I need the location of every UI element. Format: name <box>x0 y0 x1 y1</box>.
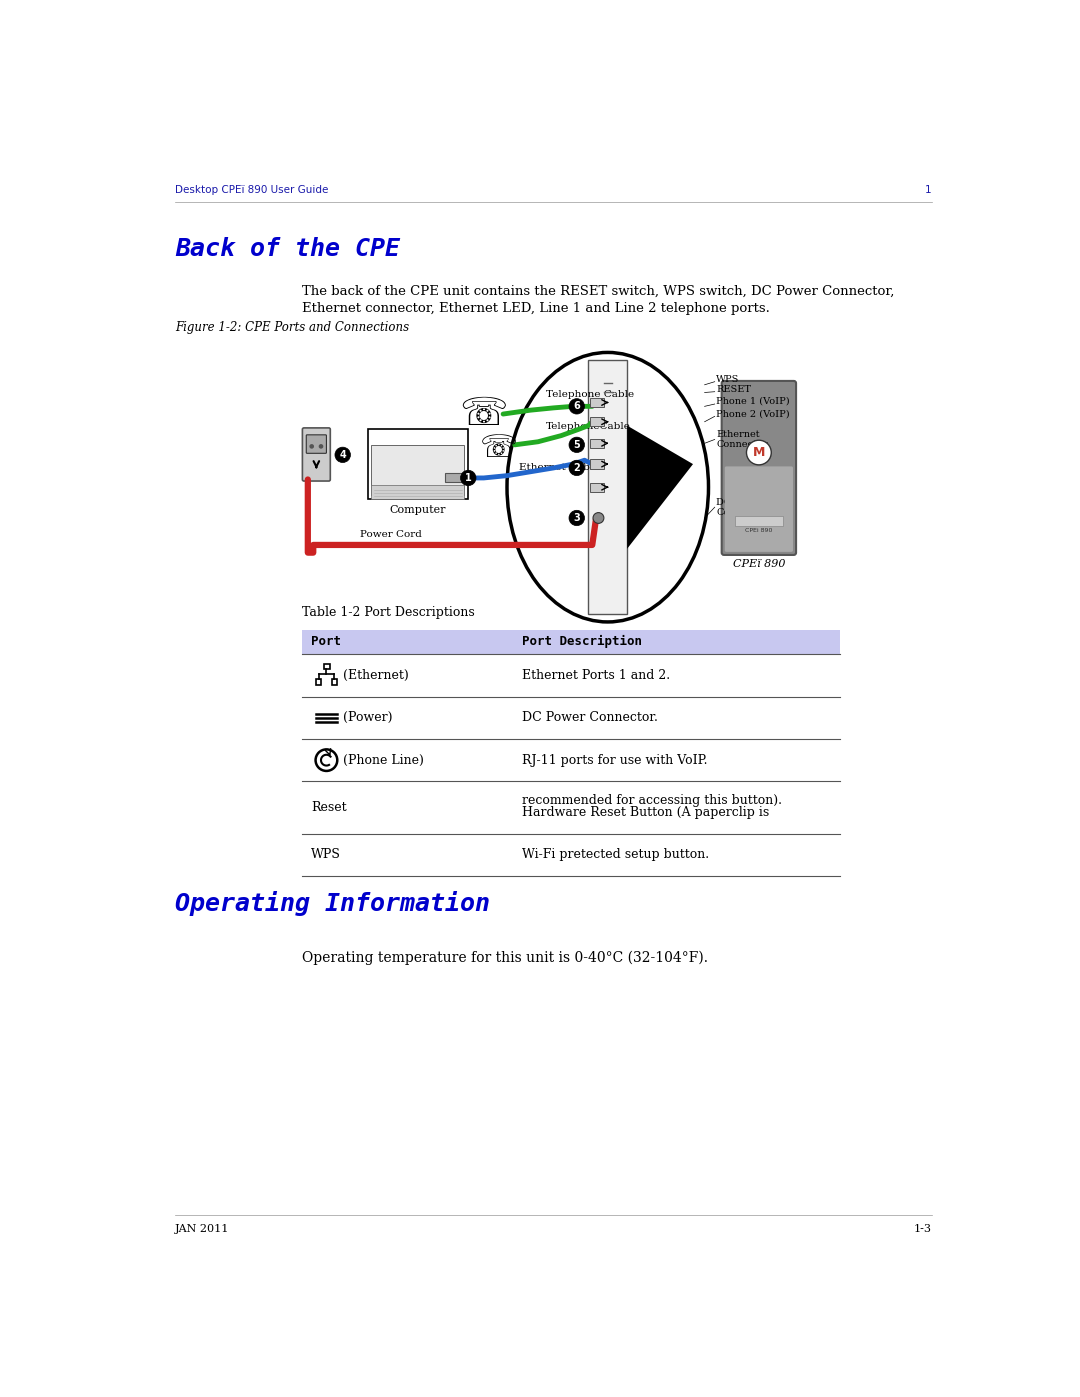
Text: RESET: RESET <box>716 384 752 394</box>
Text: RJ-11 ports for use with VoIP.: RJ-11 ports for use with VoIP. <box>523 753 708 767</box>
FancyBboxPatch shape <box>590 439 604 448</box>
Text: JAN 2011: JAN 2011 <box>175 1224 230 1234</box>
FancyBboxPatch shape <box>302 427 330 481</box>
Text: 1-3: 1-3 <box>914 1224 932 1234</box>
FancyBboxPatch shape <box>372 485 464 499</box>
Text: Operating temperature for this unit is 0-40°C (32-104°F).: Operating temperature for this unit is 0… <box>301 951 707 965</box>
Text: Computer: Computer <box>390 504 446 514</box>
Circle shape <box>569 398 584 414</box>
FancyBboxPatch shape <box>721 381 796 555</box>
Circle shape <box>569 460 584 475</box>
FancyBboxPatch shape <box>307 434 326 453</box>
Text: 2: 2 <box>573 462 580 474</box>
FancyBboxPatch shape <box>734 515 783 527</box>
Circle shape <box>319 444 323 448</box>
Ellipse shape <box>507 352 708 622</box>
Circle shape <box>309 444 314 448</box>
Text: Reset: Reset <box>311 800 347 814</box>
Text: Phone 2 (VoIP): Phone 2 (VoIP) <box>716 409 789 418</box>
Circle shape <box>746 440 771 465</box>
Text: Ethernet Cable: Ethernet Cable <box>518 464 599 472</box>
Text: 5: 5 <box>573 440 580 450</box>
Text: DC Power Connector.: DC Power Connector. <box>523 711 659 724</box>
Text: ☏: ☏ <box>459 395 508 433</box>
FancyBboxPatch shape <box>367 429 469 499</box>
FancyBboxPatch shape <box>372 444 464 495</box>
Text: WPS: WPS <box>716 374 740 384</box>
Text: Back of the CPE: Back of the CPE <box>175 237 401 261</box>
Text: WPS: WPS <box>311 848 341 862</box>
Circle shape <box>593 513 604 524</box>
Text: Ethernet Ports 1 and 2.: Ethernet Ports 1 and 2. <box>523 669 671 682</box>
Text: Connector: Connector <box>716 509 768 517</box>
Text: Power Cord: Power Cord <box>360 531 421 539</box>
Text: 1: 1 <box>926 184 932 196</box>
FancyBboxPatch shape <box>445 472 463 482</box>
Text: recommended for accessing this button).: recommended for accessing this button). <box>523 793 783 807</box>
Text: DC Power: DC Power <box>716 497 766 507</box>
FancyBboxPatch shape <box>589 360 627 615</box>
Text: M: M <box>753 446 765 460</box>
Text: Ethernet: Ethernet <box>716 430 760 439</box>
FancyBboxPatch shape <box>590 460 604 469</box>
Text: ☏: ☏ <box>481 434 518 464</box>
Circle shape <box>335 447 350 462</box>
Polygon shape <box>627 426 693 549</box>
Text: 4: 4 <box>339 450 346 460</box>
Text: TelephoneCable: TelephoneCable <box>545 422 631 432</box>
Text: (Power): (Power) <box>343 711 393 724</box>
Text: Wi-Fi pretected setup button.: Wi-Fi pretected setup button. <box>523 848 710 862</box>
Text: (Ethernet): (Ethernet) <box>343 669 409 682</box>
Text: Port Description: Port Description <box>523 636 643 648</box>
Text: 1: 1 <box>464 474 472 483</box>
FancyBboxPatch shape <box>725 467 793 552</box>
Circle shape <box>569 510 584 525</box>
Text: 6: 6 <box>573 401 580 411</box>
FancyBboxPatch shape <box>301 630 840 654</box>
Text: CPEï 890: CPEï 890 <box>732 559 785 569</box>
Text: CPEi 890: CPEi 890 <box>745 528 772 532</box>
Circle shape <box>569 437 584 453</box>
FancyBboxPatch shape <box>590 482 604 492</box>
Circle shape <box>460 471 476 486</box>
Text: Telephone Cable: Telephone Cable <box>545 390 634 400</box>
Text: (Phone Line): (Phone Line) <box>343 753 424 767</box>
Text: Figure 1-2: CPE Ports and Connections: Figure 1-2: CPE Ports and Connections <box>175 321 409 334</box>
FancyBboxPatch shape <box>590 398 604 407</box>
Text: 3: 3 <box>573 513 580 522</box>
FancyBboxPatch shape <box>590 418 604 426</box>
Text: Operating Information: Operating Information <box>175 891 490 915</box>
Text: Port: Port <box>311 636 341 648</box>
Text: Hardware Reset Button (A paperclip is: Hardware Reset Button (A paperclip is <box>523 806 770 820</box>
Text: Desktop CPEï 890 User Guide: Desktop CPEï 890 User Guide <box>175 184 328 196</box>
Text: Connector: Connector <box>716 440 768 450</box>
Text: Table 1-2 Port Descriptions: Table 1-2 Port Descriptions <box>301 606 474 619</box>
Text: The back of the CPE unit contains the RESET switch, WPS switch, DC Power Connect: The back of the CPE unit contains the RE… <box>301 285 894 314</box>
Text: Phone 1 (VoIP): Phone 1 (VoIP) <box>716 397 789 407</box>
